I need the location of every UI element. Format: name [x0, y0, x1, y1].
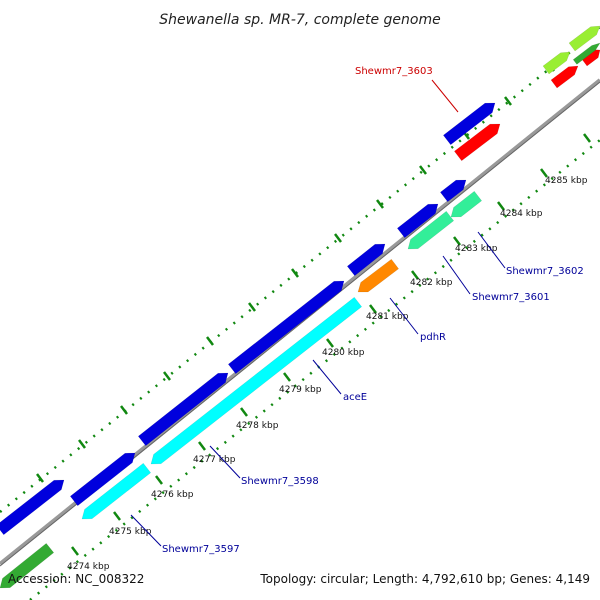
- gene-label-3[interactable]: pdhR: [420, 332, 446, 343]
- major-tick-8: [411, 270, 419, 280]
- gene-label-0[interactable]: Shewmr7_3603: [355, 66, 433, 77]
- gene-label-leader-1: [477, 231, 506, 269]
- gene-green-1[interactable]: [0, 542, 55, 589]
- major-tick-12: [583, 133, 591, 143]
- gene-forward-5[interactable]: [346, 243, 386, 277]
- gene-labels: Shewmr7_3603 Shewmr7_3602 Shewmr7_3601 pdhR…: [130, 66, 584, 555]
- accession-text: Accession: NC_008322: [8, 572, 145, 586]
- gene-reverse-3[interactable]: [407, 210, 455, 250]
- gene-forward-3[interactable]: [137, 372, 229, 447]
- gene-forward-outer[interactable]: [442, 102, 496, 146]
- upper-major-tick-5: [248, 302, 256, 312]
- tick-label-4: 4278 kbp: [236, 421, 279, 431]
- gene-forward-6[interactable]: [396, 203, 439, 239]
- gene-forward-7[interactable]: [439, 179, 467, 203]
- tick-label-0: 4274 kbp: [67, 562, 110, 572]
- gene-features: [0, 25, 600, 589]
- tick-labels: 4274 kbp 4275 kbp 4276 kbp 4277 kbp 4278 kbp…: [67, 176, 588, 572]
- gene-rna-2[interactable]: [550, 65, 579, 89]
- inner-tick-track: [29, 139, 600, 600]
- tick-label-7: 4281 kbp: [366, 312, 409, 322]
- gene-reverse-1[interactable]: [81, 462, 152, 520]
- gene-label-leader-6: [130, 514, 162, 547]
- gene-label-leader-2: [442, 255, 471, 295]
- upper-major-tick-4: [206, 336, 214, 346]
- major-ticks: [36, 62, 591, 556]
- upper-major-tick-3: [163, 371, 171, 381]
- tick-label-8: 4282 kbp: [410, 278, 453, 288]
- gene-lime-1[interactable]: [542, 51, 571, 75]
- major-tick-4: [240, 407, 248, 417]
- major-tick-0: [71, 546, 79, 556]
- major-tick-11: [540, 168, 548, 178]
- upper-major-tick-7: [334, 233, 342, 243]
- gene-label-1[interactable]: Shewmr7_3602: [506, 266, 584, 277]
- tick-label-5: 4279 kbp: [279, 385, 322, 395]
- gene-label-2[interactable]: Shewmr7_3601: [472, 292, 550, 303]
- major-tick-7: [369, 304, 377, 314]
- gene-rna-1[interactable]: [454, 123, 501, 162]
- upper-major-tick-1: [78, 439, 86, 449]
- gene-forward-1[interactable]: [0, 479, 65, 536]
- tick-label-9: 4283 kbp: [455, 244, 498, 254]
- major-tick-1: [113, 511, 121, 521]
- gene-forward-4[interactable]: [227, 280, 345, 375]
- gene-reverse-2[interactable]: [150, 296, 363, 465]
- upper-major-tick-8: [376, 199, 384, 209]
- tick-label-2: 4276 kbp: [151, 490, 194, 500]
- gene-regulator-pdhR[interactable]: [357, 258, 399, 293]
- major-tick-3: [198, 441, 206, 451]
- major-tick-5: [283, 372, 291, 382]
- gene-green-2[interactable]: [572, 42, 600, 65]
- major-tick-2: [155, 475, 163, 485]
- major-tick-10: [497, 201, 505, 211]
- gene-label-leader-0: [431, 79, 459, 113]
- major-tick-9: [453, 236, 461, 246]
- gene-label-leader-5: [209, 445, 241, 479]
- gene-forward-2[interactable]: [69, 452, 136, 507]
- upper-major-tick-0: [36, 473, 44, 483]
- map-title: Shewanella sp. MR-7, complete genome: [159, 12, 440, 28]
- gene-label-4[interactable]: aceE: [343, 392, 367, 403]
- tick-label-11: 4285 kbp: [545, 176, 588, 186]
- gene-label-leader-4: [312, 359, 342, 395]
- tick-label-6: 4280 kbp: [322, 348, 365, 358]
- gene-lime-2[interactable]: [568, 25, 600, 52]
- gene-label-6[interactable]: Shewmr7_3597: [162, 544, 240, 555]
- upper-major-tick-9: [419, 165, 427, 175]
- gene-label-leader-3: [389, 297, 419, 335]
- tick-label-10: 4284 kbp: [500, 209, 543, 219]
- tick-label-3: 4277 kbp: [193, 455, 236, 465]
- tick-label-1: 4275 kbp: [109, 527, 152, 537]
- upper-major-tick-2: [120, 405, 128, 415]
- major-tick-6: [326, 338, 334, 348]
- gene-reverse-4[interactable]: [450, 190, 483, 218]
- upper-major-tick-6: [291, 268, 299, 278]
- upper-major-tick-11: [504, 96, 512, 106]
- gene-label-5[interactable]: Shewmr7_3598: [241, 476, 319, 487]
- topology-text: Topology: circular; Length: 4,792,610 bp…: [260, 572, 590, 586]
